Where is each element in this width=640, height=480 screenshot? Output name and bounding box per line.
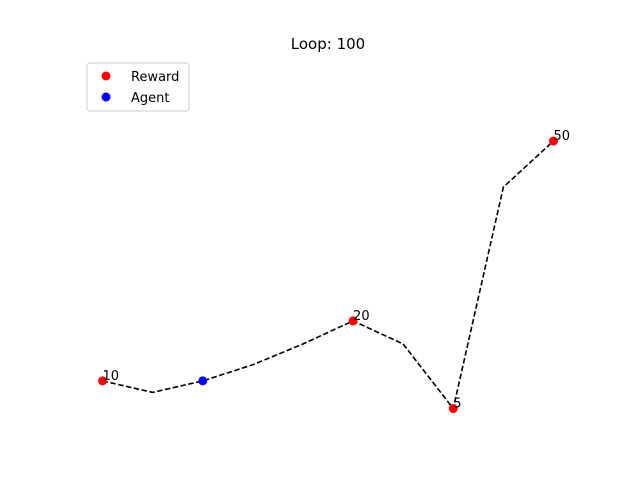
legend: Reward Agent	[86, 62, 190, 112]
legend-marker-agent	[101, 92, 111, 102]
legend-label-reward: Reward	[131, 70, 179, 85]
reward-point-label-3: 50	[553, 129, 570, 144]
labels-layer: 10 20 5 50	[103, 129, 570, 412]
legend-frame	[86, 62, 190, 112]
reward-point-1	[348, 316, 358, 326]
points-layer	[98, 136, 558, 414]
reward-point-2	[448, 404, 458, 414]
reward-point-label-2: 5	[453, 397, 461, 412]
legend-marker-reward	[101, 71, 111, 81]
chart-title: Loop: 100	[291, 35, 365, 53]
reward-point-3	[548, 136, 558, 146]
reward-point-0	[98, 376, 108, 386]
agent-point-0	[198, 376, 208, 386]
reward-point-label-0: 10	[103, 369, 120, 384]
legend-label-agent: Agent	[131, 91, 169, 106]
agent-path-line	[102, 140, 554, 411]
reward-point-label-1: 20	[353, 309, 370, 324]
